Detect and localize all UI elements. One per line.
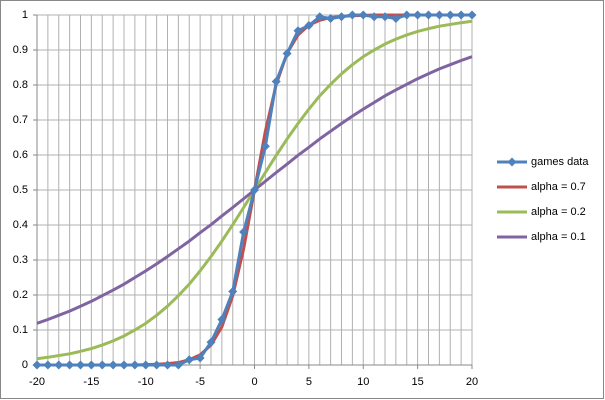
marker <box>337 12 346 22</box>
y-tick-label: 0 <box>22 359 28 371</box>
marker <box>326 14 336 23</box>
marker <box>152 360 162 370</box>
y-tick-label: 1 <box>22 9 28 21</box>
marker <box>119 360 129 370</box>
marker <box>228 287 238 296</box>
x-tick-label: 0 <box>251 376 257 388</box>
x-tick-label: 20 <box>466 376 478 388</box>
y-tick-label: 0.5 <box>13 184 28 196</box>
marker <box>173 360 183 370</box>
legend-label: alpha = 0.2 <box>531 206 586 218</box>
y-tick-label: 0.7 <box>13 114 28 126</box>
legend-label: games data <box>531 156 589 168</box>
marker <box>271 77 281 86</box>
x-tick-label: -15 <box>83 376 99 388</box>
marker <box>391 14 401 23</box>
marker <box>260 141 270 151</box>
y-tick-label: 0.8 <box>13 79 28 91</box>
marker <box>467 10 477 20</box>
marker <box>358 10 368 20</box>
x-tick-label: -10 <box>138 376 154 388</box>
x-tick-label: 10 <box>357 376 369 388</box>
x-tick-label: -5 <box>195 376 205 388</box>
marker <box>402 10 412 20</box>
marker <box>456 10 466 20</box>
marker <box>206 337 216 347</box>
x-tick-label: 15 <box>412 376 424 388</box>
y-tick-label: 0.3 <box>13 254 28 266</box>
marker <box>424 10 433 20</box>
marker <box>413 10 423 20</box>
marker <box>282 49 292 58</box>
marker <box>217 315 227 324</box>
marker <box>250 185 259 195</box>
x-tick-label: 5 <box>306 376 312 388</box>
marker <box>97 360 107 370</box>
marker <box>76 360 85 370</box>
marker <box>434 10 444 20</box>
marker <box>293 26 303 36</box>
marker <box>86 360 96 370</box>
marker <box>54 360 64 370</box>
marker <box>347 10 357 20</box>
y-tick-label: 0.9 <box>13 44 28 56</box>
marker <box>141 360 151 370</box>
marker <box>32 360 42 370</box>
legend-marker <box>507 157 517 167</box>
marker <box>239 227 249 237</box>
y-tick-label: 0.2 <box>13 289 28 301</box>
marker <box>380 12 390 22</box>
marker <box>108 360 118 370</box>
y-tick-label: 0.4 <box>13 219 28 231</box>
legend-label: alpha = 0.1 <box>531 231 586 243</box>
y-tick-label: 0.6 <box>13 149 28 161</box>
marker <box>130 360 140 370</box>
y-tick-label: 0.1 <box>13 324 28 336</box>
marker <box>304 21 314 30</box>
legend-label: alpha = 0.7 <box>531 181 586 193</box>
marker <box>369 12 379 22</box>
marker <box>445 10 455 20</box>
x-tick-label: -20 <box>29 376 45 388</box>
marker <box>65 360 75 370</box>
marker <box>184 355 194 365</box>
marker <box>163 360 172 370</box>
marker <box>315 12 325 22</box>
marker <box>43 360 53 370</box>
marker <box>195 353 205 363</box>
